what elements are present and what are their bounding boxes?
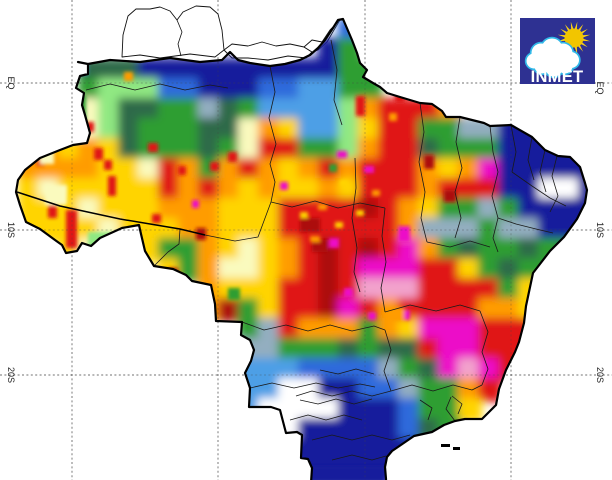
- svg-text:EQ: EQ: [6, 76, 16, 89]
- svg-text:EQ: EQ: [595, 81, 605, 94]
- svg-text:20S: 20S: [6, 367, 16, 383]
- svg-text:10S: 10S: [595, 222, 605, 238]
- svg-text:10S: 10S: [6, 222, 16, 238]
- svg-text:20S: 20S: [595, 367, 605, 383]
- svg-text:INMET: INMET: [531, 68, 584, 86]
